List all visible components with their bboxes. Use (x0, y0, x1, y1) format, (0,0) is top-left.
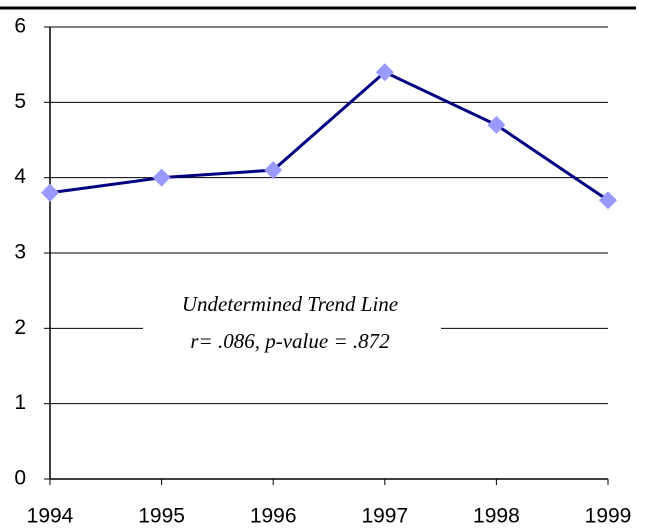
x-tick-label: 1999 (585, 505, 632, 528)
y-tick-label: 5 (14, 90, 26, 113)
x-tick-label: 1996 (250, 505, 297, 528)
y-tick-label: 4 (14, 165, 26, 188)
data-point (152, 168, 171, 187)
y-tick-label: 0 (14, 467, 26, 490)
y-tick-label: 2 (14, 316, 26, 339)
annotation: r= .086, p-value = .872 (190, 329, 390, 353)
data-line (49, 70, 609, 202)
data-point (41, 183, 59, 202)
x-tick-label: 1994 (27, 505, 74, 528)
data-point (264, 161, 283, 180)
x-tick-label: 1997 (361, 505, 408, 528)
annotation-box (143, 288, 441, 362)
data-point (599, 191, 617, 210)
data-point (487, 115, 506, 134)
y-tick-label: 1 (14, 391, 26, 414)
y-tick-label: 6 (14, 15, 26, 38)
x-tick-label: 1995 (138, 505, 185, 528)
annotation: Undetermined Trend Line (182, 292, 398, 316)
data-point (375, 63, 394, 82)
x-tick-label: 1998 (473, 505, 520, 528)
y-tick-label: 3 (14, 241, 26, 264)
